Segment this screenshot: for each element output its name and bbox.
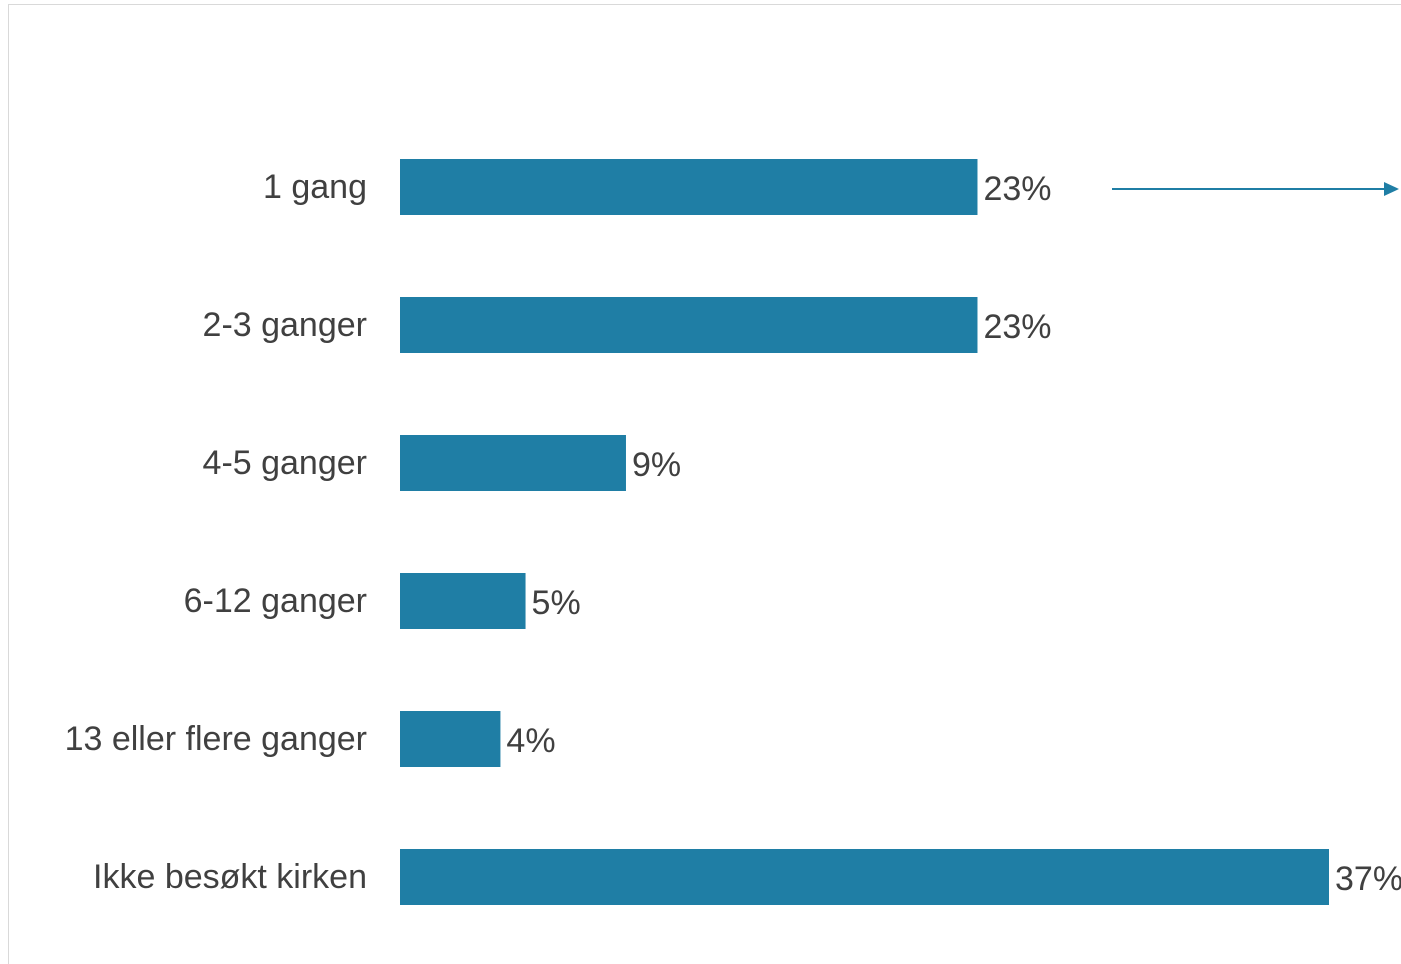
annotation-arrow-head-icon (1384, 182, 1399, 196)
bar-3 (400, 573, 526, 629)
category-label-0: 1 gang (263, 168, 367, 206)
bar-0 (400, 159, 978, 215)
value-label-5: 37% (1335, 860, 1401, 898)
category-label-1: 2-3 ganger (203, 306, 367, 344)
bar-1 (400, 297, 978, 353)
annotation (1112, 182, 1399, 196)
category-labels: 1 gang 2-3 ganger 4-5 ganger 6-12 ganger 13 … (65, 168, 367, 896)
bar-5 (400, 849, 1329, 905)
category-label-2: 4-5 ganger (203, 444, 367, 482)
value-label-2: 9% (632, 446, 681, 484)
value-label-1: 23% (983, 308, 1051, 346)
value-labels: 23% 23% 9% 5% 4% 37% (506, 170, 1401, 898)
chart-frame (8, 4, 1401, 964)
value-label-0: 23% (983, 170, 1051, 208)
value-label-4: 4% (506, 722, 555, 760)
category-label-4: 13 eller flere ganger (65, 720, 367, 758)
bar-2 (400, 435, 626, 491)
category-label-3: 6-12 ganger (184, 582, 367, 620)
value-label-3: 5% (532, 584, 581, 622)
bar-4 (400, 711, 501, 767)
bars-group (400, 159, 1329, 905)
category-label-5: Ikke besøkt kirken (93, 858, 367, 896)
